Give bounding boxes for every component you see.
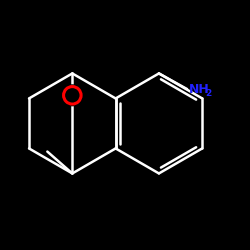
Text: 2: 2	[205, 89, 211, 98]
Circle shape	[62, 85, 83, 105]
Text: NH: NH	[188, 82, 209, 96]
